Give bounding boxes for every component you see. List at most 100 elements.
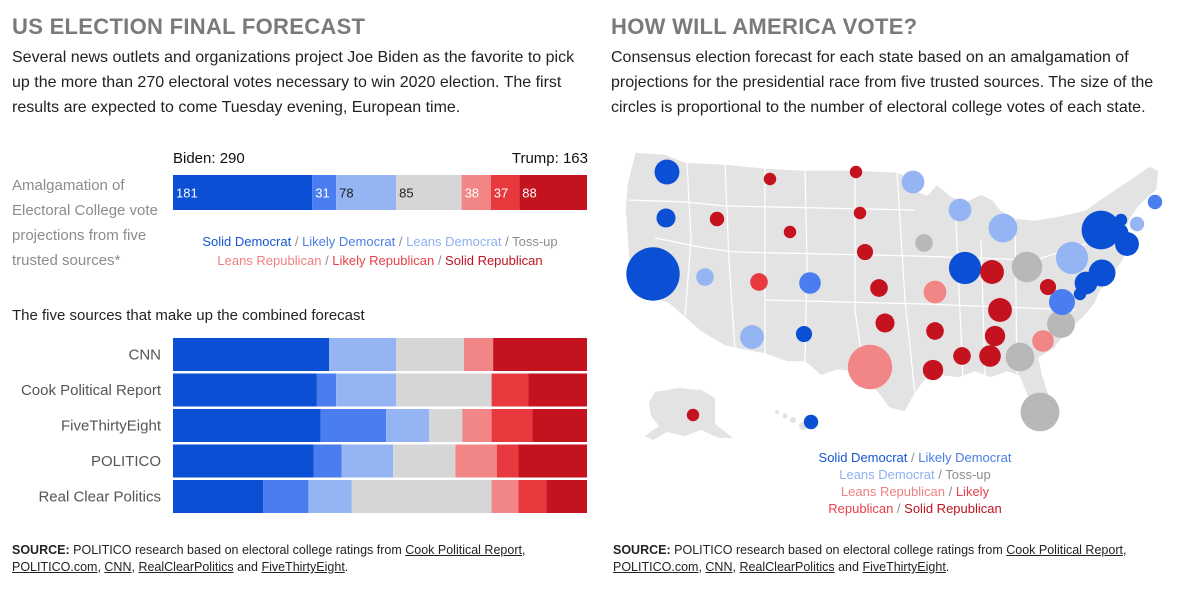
state-lines xyxy=(628,161,1100,395)
summary-bar-label-likely-democrat: 31 xyxy=(315,186,329,201)
source-bar-likely-republican xyxy=(518,480,547,513)
state-circle xyxy=(922,359,944,381)
state-circle xyxy=(1147,194,1163,210)
state-circle xyxy=(980,260,1004,284)
source-sep: , xyxy=(732,560,740,574)
source-link-538[interactable]: FiveThirtyEight xyxy=(261,560,345,574)
source-and: and xyxy=(834,560,863,574)
state-circle xyxy=(686,408,700,422)
legend-likely-republican-part1: Likely xyxy=(955,484,990,499)
summary-bar-label-solid-democrat: 181 xyxy=(176,186,198,201)
source-text: POLITICO research based on electoral col… xyxy=(69,543,406,557)
state-circle xyxy=(1039,278,1057,296)
state-circle xyxy=(953,347,971,365)
state-circle xyxy=(740,325,764,349)
source-sep: , xyxy=(131,560,139,574)
source-bar-likely-democrat xyxy=(320,409,387,442)
right-heading: HOW WILL AMERICA VOTE? xyxy=(611,14,918,39)
legend-solid-republican: Solid Republican xyxy=(904,501,1002,516)
state-circle xyxy=(803,414,819,430)
legend-sep: / xyxy=(907,450,919,465)
state-circle xyxy=(988,298,1012,322)
state-circle xyxy=(923,280,947,304)
right-legend-line-1: Solid Democrat / Likely Democrat xyxy=(810,449,1020,466)
legend-sep: / xyxy=(395,234,407,249)
source-link-politico[interactable]: POLITICO.com xyxy=(12,560,98,574)
legend-likely-republican-part2: Republican xyxy=(828,501,894,516)
source-bar-solid-republican xyxy=(518,444,587,478)
source-bar-solid-republican xyxy=(546,480,587,513)
trump-total: Trump: 163 xyxy=(511,150,588,167)
state-circle xyxy=(750,273,768,291)
source-bar-likely-republican xyxy=(496,444,519,478)
summary-bar-label-leans-democrat: 78 xyxy=(339,186,353,201)
source-link-cook[interactable]: Cook Political Report xyxy=(405,543,522,557)
state-circle xyxy=(1047,310,1075,338)
source-link-politico[interactable]: POLITICO.com xyxy=(613,560,699,574)
state-circle xyxy=(847,344,893,390)
legend-likely-republican: Likely Republican xyxy=(332,253,435,268)
state-circle xyxy=(875,313,895,333)
source-bar-solid-democrat xyxy=(173,409,321,442)
summary-bar-likely-republican xyxy=(490,175,520,210)
summary-bar-label-tossup: 85 xyxy=(399,186,413,201)
source-sep: , xyxy=(1122,543,1127,557)
legend-sep: / xyxy=(291,234,303,249)
summary-bar-solid-republican xyxy=(519,175,587,210)
source-bar-leans-democrat xyxy=(386,409,430,442)
right-panel: HOW WILL AMERICA VOTE? Consensus electio… xyxy=(600,0,1200,604)
legend-solid-republican: Solid Republican xyxy=(445,253,543,268)
legend-leans-republican: Leans Republican xyxy=(217,253,322,268)
source-link-rcp[interactable]: RealClearPolitics xyxy=(739,560,835,574)
legend-sep: / xyxy=(501,234,513,249)
summary-bar-tossup xyxy=(396,175,462,210)
source-link-rcp[interactable]: RealClearPolitics xyxy=(138,560,234,574)
summary-bar-label-solid-republican: 88 xyxy=(522,186,536,201)
state-circle xyxy=(783,225,797,239)
left-intro: Several news outlets and organizations p… xyxy=(12,49,575,116)
source-bar-tossup xyxy=(396,373,492,407)
source-bar-leans-democrat xyxy=(308,480,352,513)
state-circle xyxy=(901,170,925,194)
source-bar-leans-republican xyxy=(462,409,492,442)
source-sep: , xyxy=(97,560,105,574)
source-link-cnn[interactable]: CNN xyxy=(104,560,132,574)
source-link-538[interactable]: FiveThirtyEight xyxy=(862,560,946,574)
legend-tossup: Toss-up xyxy=(945,467,991,482)
summary-bar-leans-republican xyxy=(461,175,491,210)
state-circle xyxy=(984,325,1006,347)
source-link-cnn[interactable]: CNN xyxy=(705,560,733,574)
source-sep: , xyxy=(521,543,526,557)
source-link-cook[interactable]: Cook Political Report xyxy=(1006,543,1123,557)
legend-sep: / xyxy=(434,253,446,268)
sources-stacked-bars: CNN Cook Political Report FiveThirtyEight P… xyxy=(21,338,587,513)
state-circle xyxy=(795,325,813,343)
legend-solid-democrat: Solid Democrat xyxy=(202,234,292,249)
state-circle xyxy=(1055,241,1089,275)
state-circle xyxy=(1109,223,1129,243)
legend-solid-democrat: Solid Democrat xyxy=(818,450,908,465)
state-circle xyxy=(654,159,680,185)
source-bar-solid-democrat xyxy=(173,373,317,407)
source-bar-solid-democrat xyxy=(173,444,314,478)
source-label-row: Cook Political Report xyxy=(21,382,162,399)
source-bar-leans-democrat xyxy=(329,338,397,371)
source-bar-likely-democrat xyxy=(313,444,342,478)
legend-leans-democrat: Leans Democrat xyxy=(406,234,502,249)
legend-likely-democrat: Likely Democrat xyxy=(918,450,1012,465)
state-circle xyxy=(948,251,982,285)
state-circle xyxy=(856,243,874,261)
source-bar-solid-democrat xyxy=(173,480,264,513)
source-and: and xyxy=(233,560,262,574)
legend-sep: / xyxy=(321,253,333,268)
state-circle xyxy=(948,198,972,222)
source-bar-solid-democrat xyxy=(173,338,330,371)
summary-bar-likely-democrat xyxy=(312,175,337,210)
sources-heading: The five sources that make up the combin… xyxy=(12,307,365,324)
source-bar-leans-republican xyxy=(491,480,519,513)
left-panel: US ELECTION FINAL FORECAST Several news … xyxy=(12,14,588,574)
source-bar-solid-republican xyxy=(528,373,587,407)
source-bar-likely-republican xyxy=(491,373,529,407)
source-bar-tossup xyxy=(393,444,456,478)
hawaii-shape xyxy=(775,410,807,430)
